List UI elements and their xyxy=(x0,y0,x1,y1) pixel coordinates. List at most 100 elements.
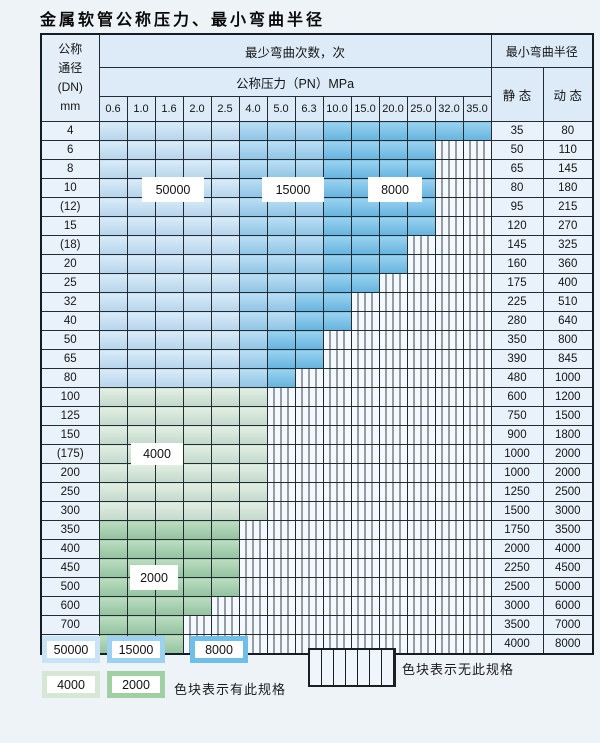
pressure-cell-colored xyxy=(126,349,156,369)
pressure-cell-no-spec xyxy=(406,520,436,540)
dynamic-radius-cell: 510 xyxy=(542,292,594,312)
pressure-cell-colored xyxy=(154,311,184,331)
pressure-cell-no-spec xyxy=(350,292,380,312)
pressure-cell-colored xyxy=(378,121,408,141)
static-radius-cell: 2000 xyxy=(490,539,544,559)
pressure-cell-colored xyxy=(238,349,268,369)
header-row-1: 公称 通径 (DN) mm 最少弯曲次数，次 最小弯曲半径 xyxy=(40,33,594,122)
pressure-cell-colored xyxy=(98,140,128,160)
pressure-cell-colored xyxy=(182,216,212,236)
pressure-cell-colored xyxy=(294,349,324,369)
pressure-cell-colored xyxy=(294,292,324,312)
pressure-cell-colored xyxy=(182,387,212,407)
pressure-cell-colored xyxy=(238,482,268,502)
pressure-cell-no-spec xyxy=(462,615,492,635)
pressure-cell-no-spec xyxy=(434,425,464,445)
header-pressure-value: 0.6 xyxy=(98,96,128,122)
pressure-cell-colored xyxy=(182,501,212,521)
pressure-cell-colored xyxy=(154,216,184,236)
table-row: 300 1500 3000 xyxy=(40,501,594,521)
dn-cell: 10 xyxy=(40,178,100,198)
pressure-cell-no-spec xyxy=(266,634,296,655)
pressure-cell-no-spec xyxy=(462,178,492,198)
pressure-cell-no-spec xyxy=(434,558,464,578)
pressure-cell-no-spec xyxy=(462,273,492,293)
pressure-cell-no-spec xyxy=(378,292,408,312)
pressure-cell-colored xyxy=(210,539,240,559)
pressure-cell-colored xyxy=(98,349,128,369)
table-row: (12) 95 215 xyxy=(40,197,594,217)
legend-swatch: 4000 xyxy=(42,671,100,698)
pressure-cell-no-spec xyxy=(434,539,464,559)
header-nominal-pressure: 公称压力（PN）MPa xyxy=(98,67,492,97)
dn-cell: 4 xyxy=(40,121,100,141)
pressure-cell-no-spec xyxy=(378,406,408,426)
pressure-cell-colored xyxy=(238,501,268,521)
pressure-cell-no-spec xyxy=(462,254,492,274)
pressure-cell-no-spec xyxy=(350,387,380,407)
pressure-cell-colored xyxy=(378,197,408,217)
pressure-cell-colored xyxy=(126,311,156,331)
pressure-cell-colored xyxy=(126,254,156,274)
pressure-cell-colored xyxy=(266,311,296,331)
pressure-cell-colored xyxy=(154,368,184,388)
pressure-cell-colored xyxy=(98,159,128,179)
pressure-cell-no-spec xyxy=(434,501,464,521)
static-radius-cell: 145 xyxy=(490,235,544,255)
pressure-cell-colored xyxy=(154,425,184,445)
dn-cell: 50 xyxy=(40,330,100,350)
header-row-3: 0.6 1.0 1.6 2.0 2.5 4.0 5.0 6.3 10.0 15.0 20.0 25.0… xyxy=(41,96,593,122)
header-pressure-value: 2.5 xyxy=(210,96,240,122)
pressure-cell-no-spec xyxy=(238,615,268,635)
cycle-count-label: 8000 xyxy=(368,177,422,202)
table-row: 65 390 845 xyxy=(40,349,594,369)
pressure-cell-no-spec xyxy=(462,368,492,388)
pressure-cell-colored xyxy=(154,387,184,407)
pressure-cell-colored xyxy=(182,254,212,274)
pressure-cell-colored xyxy=(406,121,436,141)
pressure-cell-no-spec xyxy=(434,615,464,635)
pressure-cell-no-spec xyxy=(406,387,436,407)
header-pressure-value: 20.0 xyxy=(378,96,408,122)
pressure-cell-no-spec xyxy=(406,235,436,255)
pressure-cell-no-spec xyxy=(238,577,268,597)
pressure-cell-no-spec xyxy=(378,539,408,559)
pressure-cell-no-spec xyxy=(462,197,492,217)
pressure-cell-colored xyxy=(126,406,156,426)
pressure-cell-colored xyxy=(238,444,268,464)
pressure-cell-no-spec xyxy=(406,444,436,464)
pressure-cell-colored xyxy=(182,558,212,578)
pressure-cell-no-spec xyxy=(266,520,296,540)
pressure-cell-colored xyxy=(182,520,212,540)
pressure-cell-no-spec xyxy=(294,558,324,578)
pressure-cell-colored xyxy=(126,482,156,502)
pressure-cell-colored xyxy=(126,292,156,312)
pressure-cell-colored xyxy=(238,425,268,445)
pressure-cell-no-spec xyxy=(294,368,324,388)
pressure-cell-colored xyxy=(350,140,380,160)
table-row: 40 280 640 xyxy=(40,311,594,331)
pressure-cell-no-spec xyxy=(406,349,436,369)
pressure-cell-colored xyxy=(154,140,184,160)
pressure-cell-colored xyxy=(154,596,184,616)
table-row: (18) 145 325 xyxy=(40,235,594,255)
header-dn: 公称 通径 (DN) mm xyxy=(40,33,100,122)
pressure-cell-no-spec xyxy=(378,596,408,616)
pressure-cell-colored xyxy=(154,159,184,179)
pressure-cell-colored xyxy=(126,425,156,445)
pressure-cell-no-spec xyxy=(434,254,464,274)
pressure-cell-no-spec xyxy=(406,558,436,578)
pressure-cell-no-spec xyxy=(434,292,464,312)
pressure-cell-no-spec xyxy=(434,273,464,293)
dynamic-radius-cell: 215 xyxy=(542,197,594,217)
pressure-cell-no-spec xyxy=(378,349,408,369)
pressure-cell-no-spec xyxy=(322,330,352,350)
table-row: 8 65 145 xyxy=(40,159,594,179)
static-radius-cell: 225 xyxy=(490,292,544,312)
dynamic-radius-cell: 1500 xyxy=(542,406,594,426)
pressure-cell-no-spec xyxy=(378,444,408,464)
dn-cell: 150 xyxy=(40,425,100,445)
dynamic-radius-cell: 7000 xyxy=(542,615,594,635)
pressure-cell-colored xyxy=(434,121,464,141)
pressure-cell-colored xyxy=(210,159,240,179)
